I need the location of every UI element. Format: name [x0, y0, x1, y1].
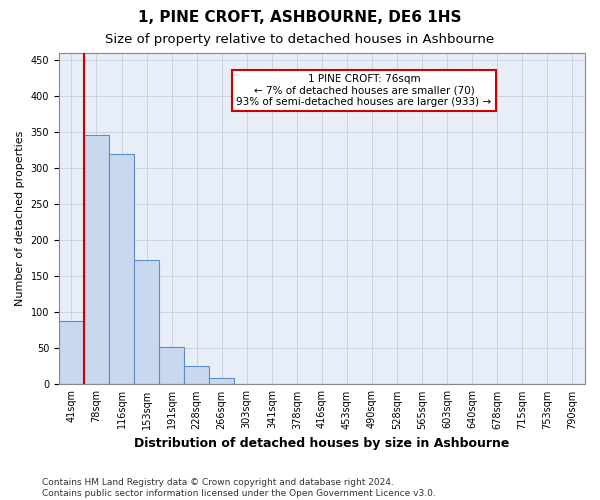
Bar — [109, 154, 134, 384]
Text: Contains HM Land Registry data © Crown copyright and database right 2024.
Contai: Contains HM Land Registry data © Crown c… — [42, 478, 436, 498]
Bar — [84, 136, 109, 384]
Text: 1 PINE CROFT: 76sqm
← 7% of detached houses are smaller (70)
93% of semi-detache: 1 PINE CROFT: 76sqm ← 7% of detached hou… — [236, 74, 491, 108]
Bar — [184, 366, 209, 384]
Y-axis label: Number of detached properties: Number of detached properties — [15, 131, 25, 306]
X-axis label: Distribution of detached houses by size in Ashbourne: Distribution of detached houses by size … — [134, 437, 509, 450]
Bar — [159, 347, 184, 385]
Bar — [209, 378, 234, 384]
Text: Size of property relative to detached houses in Ashbourne: Size of property relative to detached ho… — [106, 32, 494, 46]
Bar — [134, 260, 159, 384]
Bar — [59, 321, 84, 384]
Text: 1, PINE CROFT, ASHBOURNE, DE6 1HS: 1, PINE CROFT, ASHBOURNE, DE6 1HS — [138, 10, 462, 25]
